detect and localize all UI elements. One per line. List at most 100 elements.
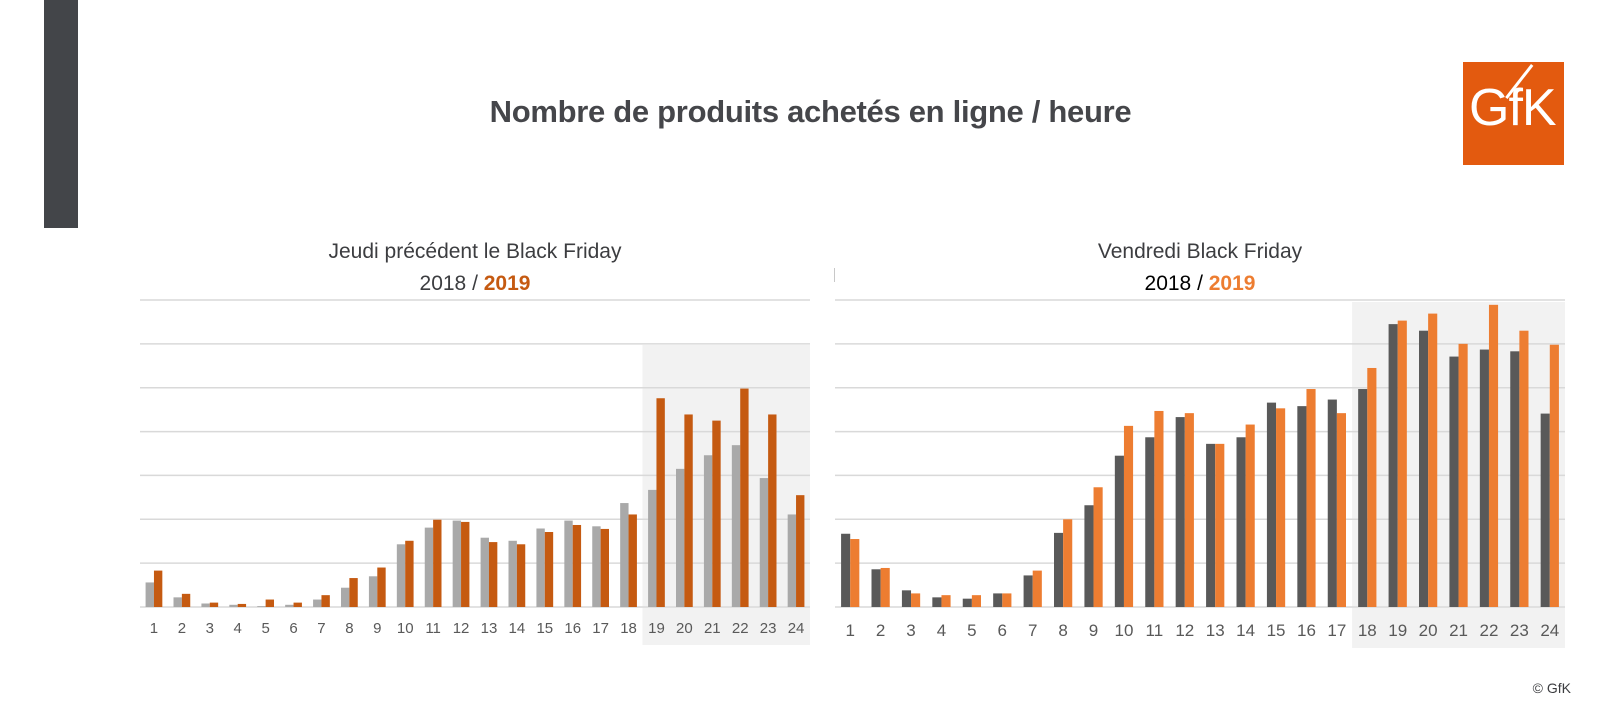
bar-2019-19 [656, 398, 665, 607]
x-tick-label: 4 [937, 621, 946, 640]
highlight-band [642, 345, 810, 645]
bar-2018-12 [1175, 417, 1185, 607]
bar-2019-18 [1367, 367, 1377, 607]
chart-left: 1 2 3 4 5 6 7 8 9 10 11 12 13 14 15 16 17 18 19 20 21 22 23 24 [140, 299, 810, 645]
bar-2018-4 [932, 597, 942, 607]
bar-2019-2 [181, 593, 191, 607]
x-tick-label: 21 [704, 620, 721, 637]
chart-right-year-sep: / [1191, 272, 1209, 295]
x-tick-label: 11 [425, 620, 441, 637]
bar-2019-10 [405, 540, 414, 607]
x-tick-label: 6 [998, 621, 1007, 640]
bar-2018-6 [993, 593, 1003, 607]
bar-2018-2 [871, 569, 881, 607]
chart-left-header: Jeudi précédent le Black Friday 2018 / 2… [140, 240, 810, 296]
bar-2018-17 [592, 526, 601, 607]
x-tick-label: 2 [876, 621, 885, 640]
x-tick-label: 1 [150, 620, 158, 637]
bar-2018-16 [564, 520, 573, 607]
x-tick-label: 1 [845, 621, 854, 640]
chart-left-years: 2018 / 2019 [140, 272, 810, 296]
gfk-logo: GfK [1463, 62, 1564, 165]
x-tick-label: 4 [234, 620, 242, 637]
bar-2019-9 [1093, 487, 1103, 607]
bar-2019-3 [209, 602, 219, 607]
x-tick-label: 18 [620, 620, 637, 637]
bar-2018-21 [1449, 356, 1459, 607]
bar-2019-13 [488, 542, 498, 607]
bar-2019-2 [880, 567, 890, 607]
x-tick-label: 3 [906, 621, 915, 640]
bar-2018-15 [1266, 402, 1277, 607]
bar-2018-19 [1388, 324, 1398, 607]
bar-2018-24 [1540, 413, 1550, 607]
x-tick-label: 16 [1297, 621, 1316, 640]
x-tick-label: 7 [1028, 621, 1037, 640]
bar-2018-10 [396, 544, 406, 607]
x-tick-label: 23 [760, 620, 777, 637]
bar-2018-14 [1236, 437, 1246, 607]
bar-2019-8 [349, 578, 358, 607]
x-tick-label: 19 [648, 620, 665, 637]
x-tick-label: 13 [1206, 621, 1225, 640]
bar-2018-5 [962, 598, 972, 607]
x-tick-label: 5 [967, 621, 976, 640]
bar-2019-11 [433, 519, 442, 607]
bar-2019-11 [1154, 410, 1164, 607]
chart-left-year-b: 2019 [483, 272, 531, 295]
bar-2018-18 [1358, 389, 1368, 607]
bar-2018-16 [1297, 406, 1307, 607]
x-tick-label: 18 [1358, 621, 1377, 640]
x-tick-label: 12 [1175, 621, 1194, 640]
bar-2018-12 [452, 520, 462, 607]
bar-2018-22 [731, 445, 741, 607]
x-tick-label: 17 [1327, 621, 1346, 640]
x-tick-label: 20 [1419, 621, 1438, 640]
page-title: Nombre de produits achetés en ligne / he… [489, 94, 1132, 129]
x-tick-label: 22 [732, 620, 749, 637]
bar-2019-4 [941, 595, 951, 607]
bar-2019-21 [1458, 343, 1468, 607]
bar-2019-12 [1184, 413, 1194, 607]
x-tick-label: 17 [592, 620, 609, 637]
bar-2018-10 [1114, 455, 1124, 607]
chart-left-subtitle: Jeudi précédent le Black Friday [328, 240, 622, 263]
bar-2019-10 [1123, 425, 1134, 607]
x-tick-label: 11 [1146, 621, 1164, 640]
bar-2018-2 [173, 597, 182, 607]
x-tick-label: 15 [1267, 621, 1286, 640]
bar-2018-23 [1510, 351, 1520, 607]
chart-right-year-a: 2018 [1144, 272, 1192, 295]
bar-2019-22 [740, 388, 749, 607]
bar-2018-21 [703, 455, 713, 607]
bar-2018-3 [901, 590, 912, 607]
bar-2018-13 [480, 537, 489, 607]
x-tick-label: 5 [261, 620, 269, 637]
bar-2018-19 [648, 489, 657, 607]
bar-2019-14 [1245, 424, 1255, 607]
bar-2019-4 [237, 603, 247, 607]
bar-2018-18 [620, 503, 629, 607]
chart-left-year-sep: / [466, 272, 484, 295]
x-tick-label: 20 [676, 620, 693, 637]
bar-2019-18 [628, 514, 637, 607]
bar-2019-16 [572, 524, 582, 607]
x-tick-label: 15 [536, 620, 553, 637]
bar-2019-16 [1306, 389, 1316, 607]
bar-2018-7 [1023, 575, 1033, 607]
bar-2019-24 [796, 495, 805, 607]
x-tick-label: 9 [1089, 621, 1098, 640]
chart-right-subtitle: Vendredi Black Friday [1097, 240, 1303, 263]
bar-2019-23 [1519, 330, 1529, 607]
bar-2018-11 [424, 527, 434, 607]
bar-2018-23 [759, 478, 769, 607]
bar-2018-6 [285, 604, 294, 607]
chart-left-year-a: 2018 [419, 272, 467, 295]
bar-2019-6 [1002, 593, 1012, 607]
bar-2019-5 [971, 595, 981, 607]
bar-2019-22 [1488, 304, 1499, 607]
x-tick-label: 19 [1388, 621, 1407, 640]
copyright: © GfK [1532, 680, 1571, 696]
bar-2018-1 [841, 533, 851, 607]
bar-2019-23 [768, 414, 777, 607]
